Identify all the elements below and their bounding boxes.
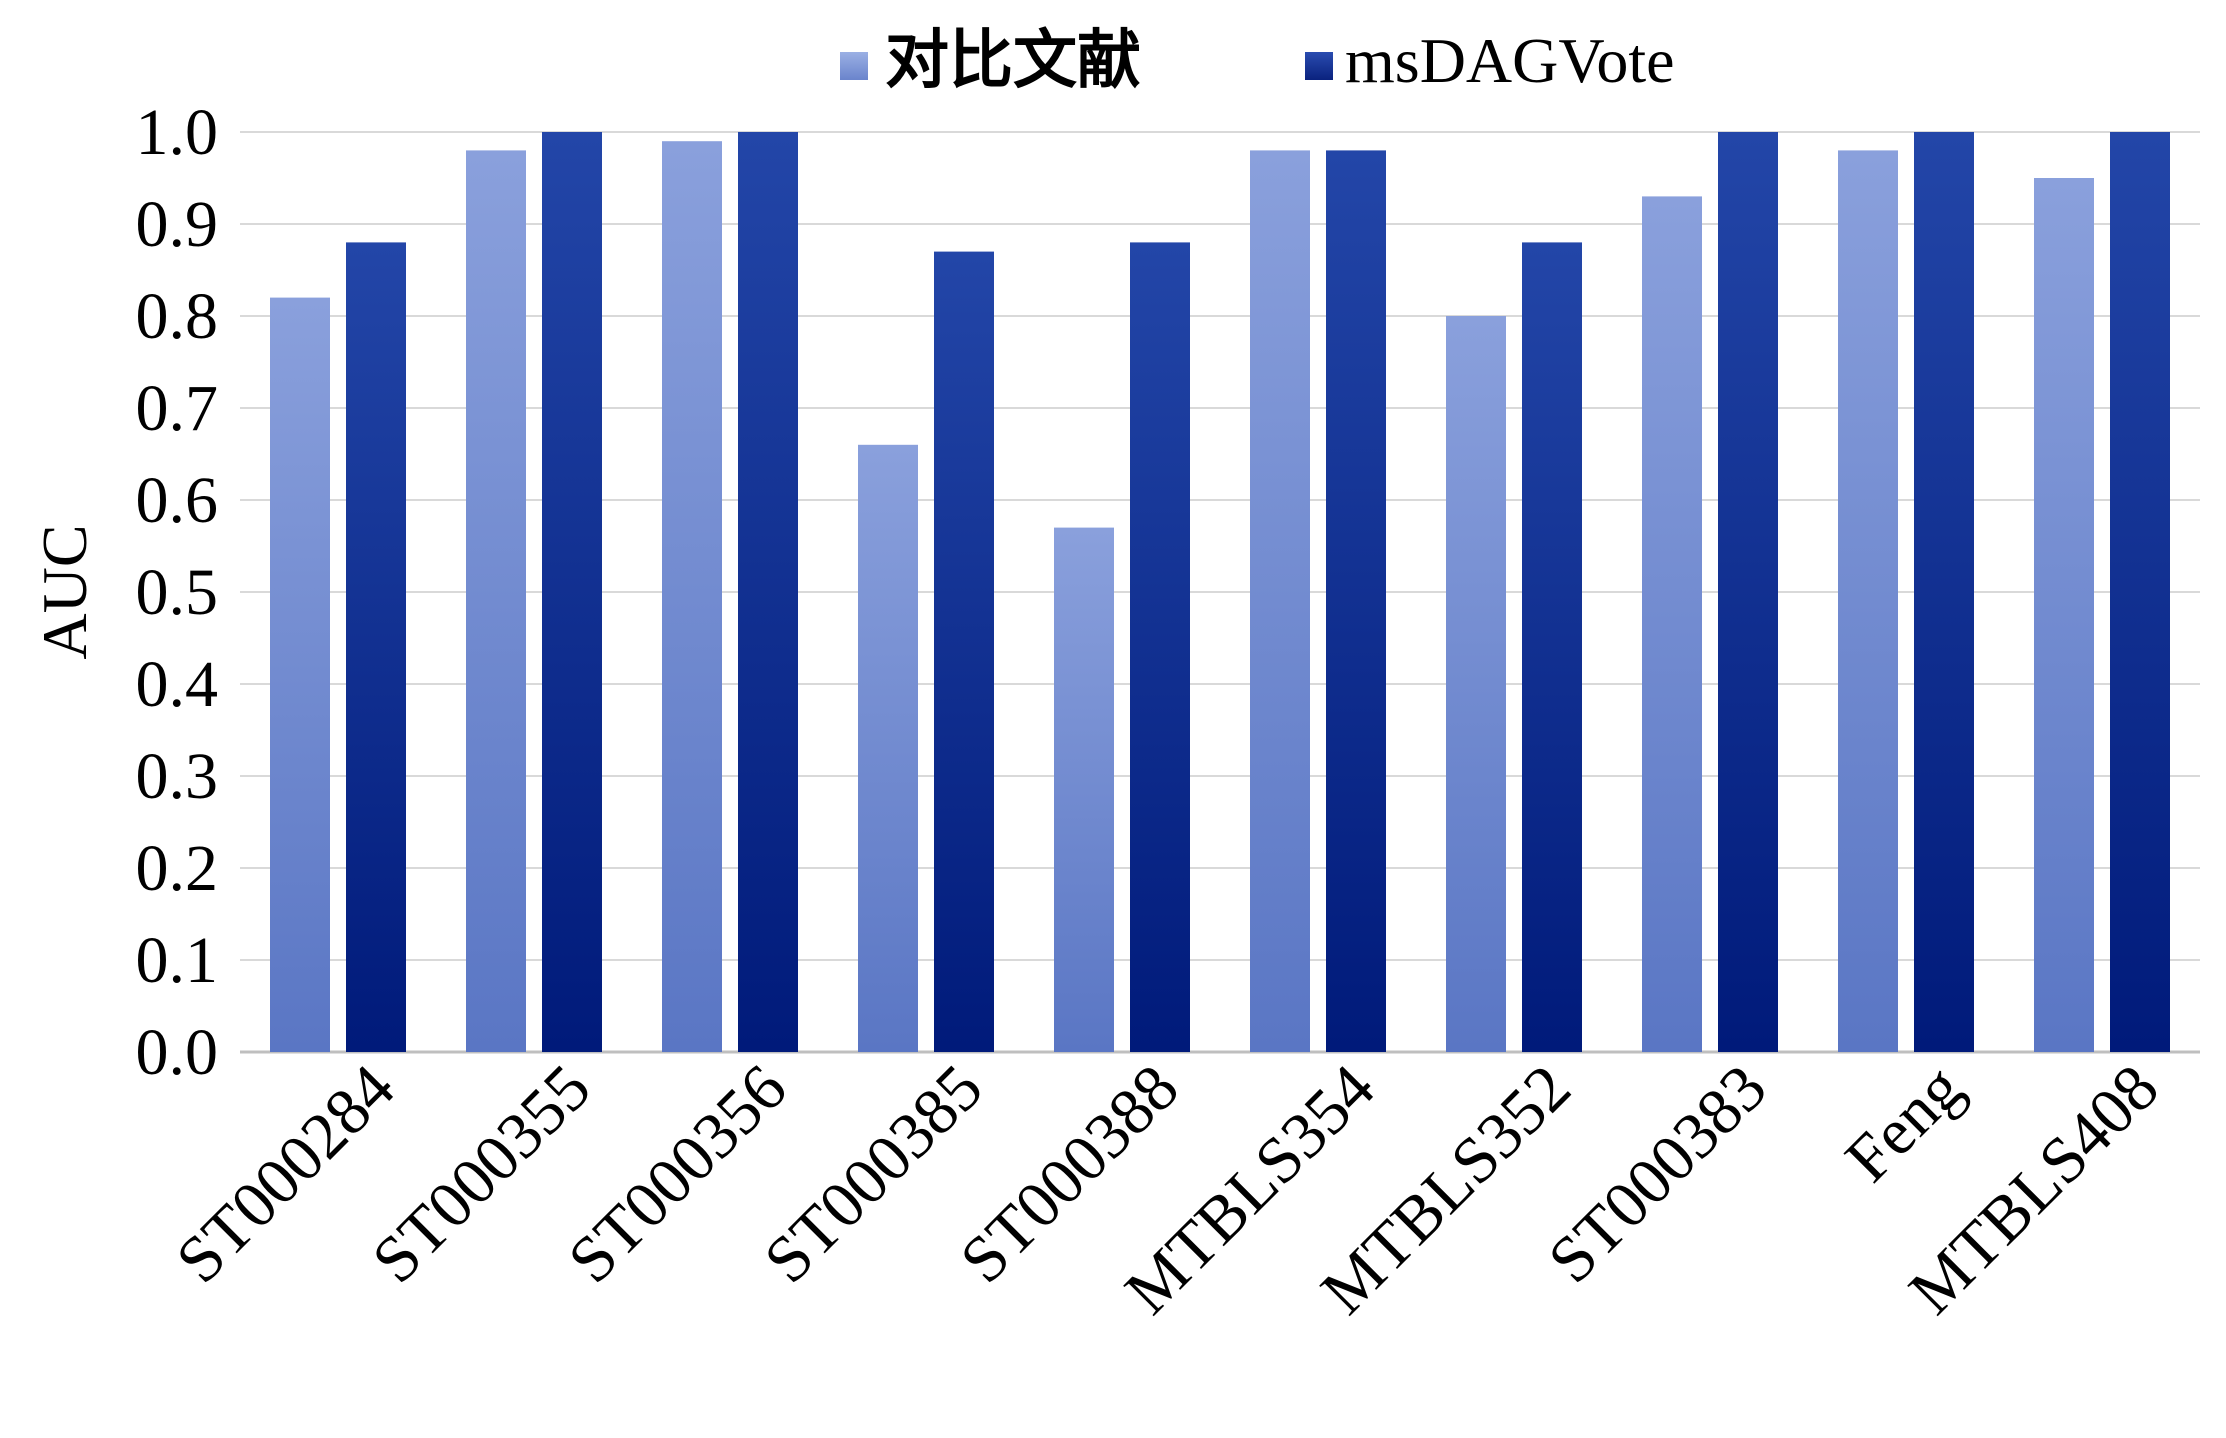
y-tick-label: 0.7 xyxy=(136,372,219,445)
bar-reference xyxy=(1838,150,1898,1052)
bar-msdagvote xyxy=(1522,242,1582,1052)
gridlines xyxy=(240,131,2200,1054)
legend: 对比文献 msDAGVote xyxy=(840,24,1675,98)
y-tick-label: 0.6 xyxy=(136,464,219,537)
bar-reference xyxy=(1446,316,1506,1052)
y-axis-label: AUC xyxy=(29,524,100,659)
bar-msdagvote xyxy=(1718,132,1778,1052)
y-tick-label: 0.1 xyxy=(136,924,219,997)
x-tick-label: ST000355 xyxy=(359,1051,605,1297)
x-tick-label: ST000385 xyxy=(751,1051,997,1297)
legend-label: msDAGVote xyxy=(1345,25,1675,96)
bar-reference xyxy=(270,297,330,1053)
y-tick-label: 0.2 xyxy=(136,832,219,905)
y-tick-label: 0.8 xyxy=(136,280,219,353)
y-tick-label: 0.3 xyxy=(136,740,219,813)
bar-msdagvote xyxy=(542,132,602,1052)
y-tick-label: 0.9 xyxy=(136,188,219,261)
legend-label: 对比文献 xyxy=(885,24,1141,98)
bar-msdagvote xyxy=(1326,150,1386,1052)
y-tick-label: 0.0 xyxy=(136,1016,219,1089)
bar-reference xyxy=(2034,178,2094,1052)
x-tick-label: Feng xyxy=(1832,1051,1977,1196)
bar-reference xyxy=(1250,150,1310,1052)
bar-msdagvote xyxy=(346,242,406,1052)
y-tick-label: 0.5 xyxy=(136,556,219,629)
bar-msdagvote xyxy=(934,251,994,1053)
bar-msdagvote xyxy=(1914,132,1974,1052)
x-tick-label: ST000356 xyxy=(555,1051,801,1297)
legend-swatch xyxy=(1305,52,1333,80)
bar-msdagvote xyxy=(738,132,798,1052)
bar-reference xyxy=(858,444,918,1052)
bar-reference xyxy=(662,141,722,1052)
bar-msdagvote xyxy=(2110,132,2170,1052)
bar-msdagvote xyxy=(1130,242,1190,1052)
bar-reference xyxy=(466,150,526,1052)
bars xyxy=(270,132,2170,1053)
legend-swatch xyxy=(840,52,868,80)
y-tick-label: 0.4 xyxy=(136,648,219,721)
bar-reference xyxy=(1642,196,1702,1052)
x-tick-label: ST000383 xyxy=(1535,1051,1781,1297)
y-tick-label: 1.0 xyxy=(136,96,219,169)
bar-reference xyxy=(1054,527,1114,1052)
